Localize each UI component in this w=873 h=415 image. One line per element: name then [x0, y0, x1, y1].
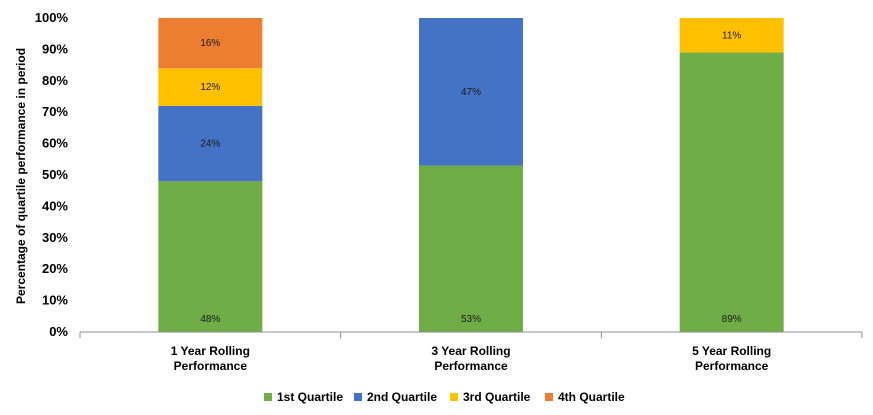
legend-label: 1st Quartile [277, 390, 343, 404]
legend: 1st Quartile 2nd Quartile 3rd Quartile 4th … [264, 390, 625, 404]
bar-segment [158, 105, 263, 182]
legend-label: 4th Quartile [558, 390, 625, 404]
bar-segment [419, 18, 523, 166]
legend-swatch [354, 393, 362, 401]
data-label: 48% [200, 314, 220, 325]
y-tick-label: 0% [49, 324, 68, 339]
legend-swatch [545, 393, 553, 401]
bar-segment [679, 52, 784, 332]
category-label: 3 Year Rolling [431, 344, 510, 358]
y-tick-label: 10% [42, 293, 68, 308]
bar-segment [419, 165, 523, 332]
category-label: 1 Year Rolling [171, 344, 250, 358]
legend-label: 3rd Quartile [463, 390, 531, 404]
y-tick-label: 60% [42, 136, 68, 151]
y-tick-label: 50% [42, 167, 68, 182]
data-label: 53% [461, 314, 481, 325]
data-label: 89% [722, 314, 742, 325]
data-label: 12% [200, 82, 220, 93]
category-label: 5 Year Rolling [692, 344, 771, 358]
data-labels: 48% 24% 12% 16% 53% 47% 89% 11% [200, 30, 741, 325]
bar-segment [158, 181, 263, 332]
y-tick-label: 70% [42, 104, 68, 119]
data-label: 47% [461, 87, 481, 98]
y-tick-label: 30% [42, 230, 68, 245]
bars [158, 18, 784, 332]
y-tick-label: 20% [42, 261, 68, 276]
data-label: 24% [200, 139, 220, 150]
bar-segment [158, 18, 263, 69]
y-tick-label: 80% [42, 73, 68, 88]
y-axis-title: Percentage of quartile performance in pe… [14, 48, 28, 304]
category-label: Performance [174, 359, 248, 373]
legend-label: 2nd Quartile [367, 390, 437, 404]
data-label: 16% [200, 38, 220, 49]
y-tick-label: 40% [42, 198, 68, 213]
category-label: Performance [695, 359, 769, 373]
y-tick-label: 90% [42, 41, 68, 56]
y-tick-label: 100% [35, 10, 69, 25]
bar-segment [158, 68, 263, 106]
category-label: Performance [434, 359, 508, 373]
bar-segment [679, 18, 784, 53]
data-label: 11% [722, 30, 741, 41]
y-axis: 0% 10% 20% 30% 40% 50% 60% 70% 80% 90% 100% [35, 10, 69, 339]
legend-swatch [450, 393, 458, 401]
legend-swatch [264, 393, 272, 401]
